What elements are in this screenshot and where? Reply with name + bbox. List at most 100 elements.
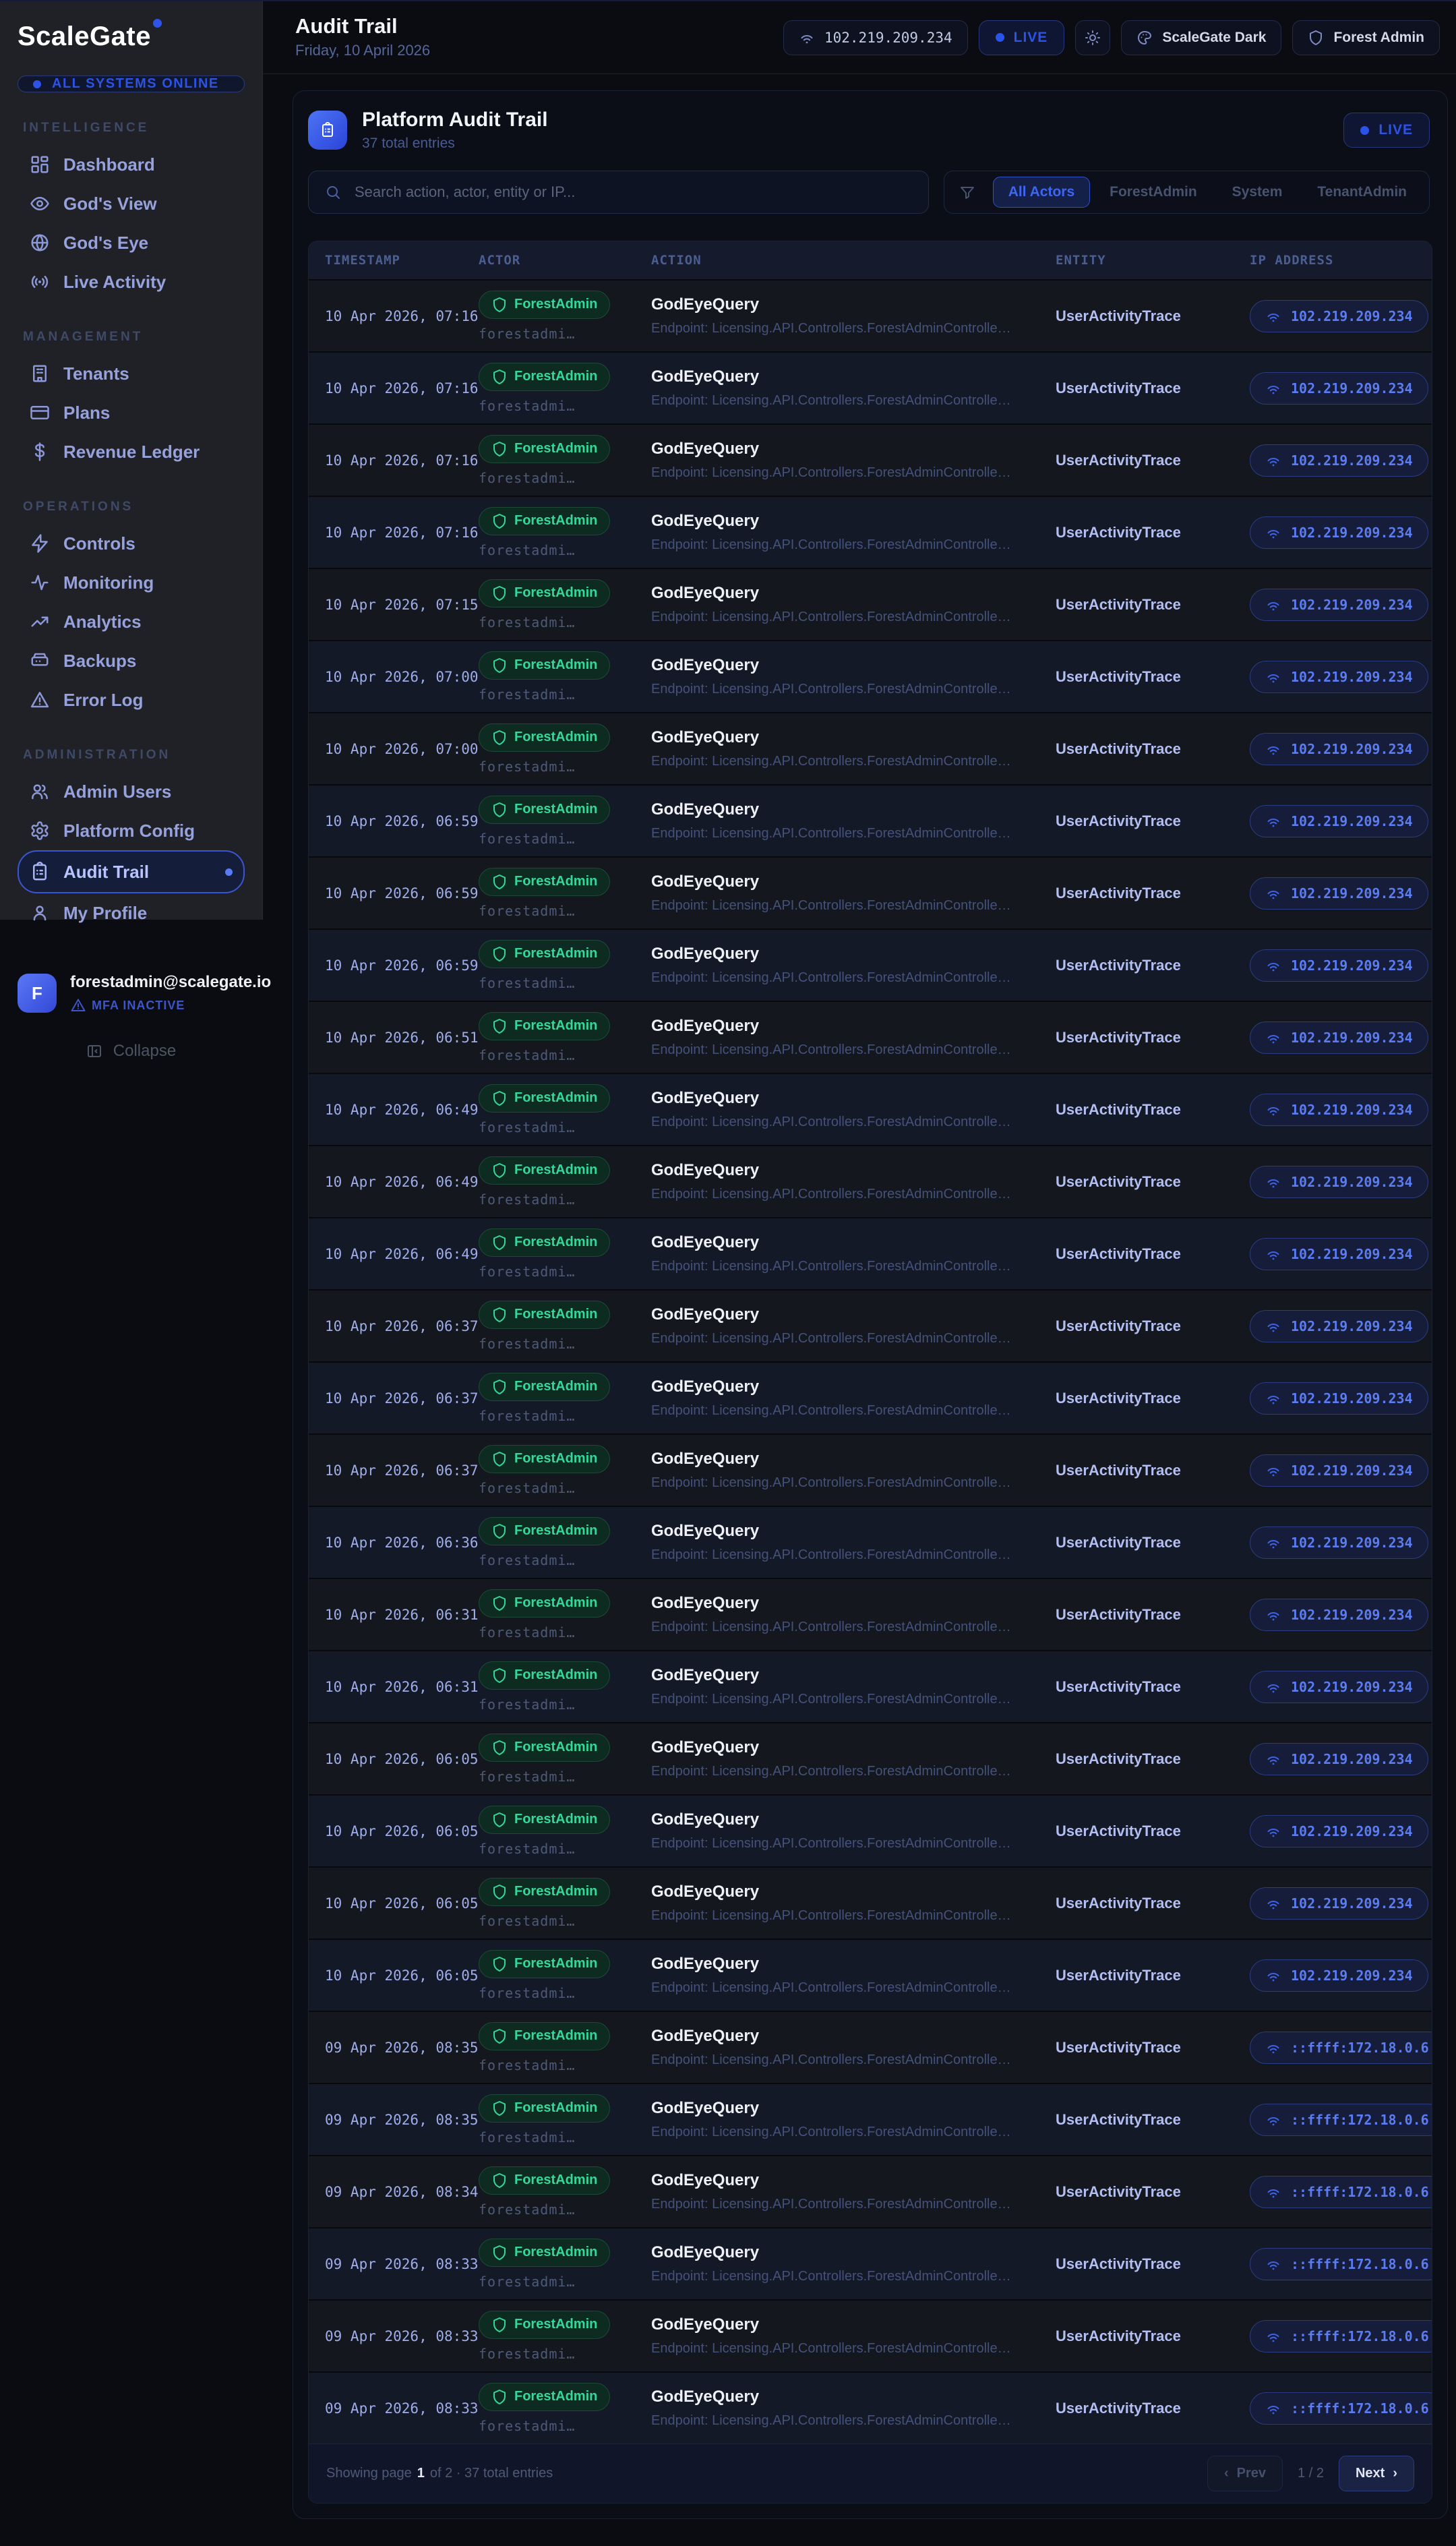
table-row[interactable]: 10 Apr 2026, 06:37 ForestAdmin forestadm… xyxy=(309,1289,1432,1361)
table-row[interactable]: 10 Apr 2026, 07:00 ForestAdmin forestadm… xyxy=(309,640,1432,712)
wifi-icon xyxy=(1265,380,1281,396)
trending-up-icon xyxy=(30,612,50,632)
table-row[interactable]: 10 Apr 2026, 06:05 ForestAdmin forestadm… xyxy=(309,1722,1432,1794)
sidebar-item-monitoring[interactable]: Monitoring xyxy=(18,563,245,602)
row-entity: UserActivityTrace xyxy=(1056,2327,1181,2344)
collapse-button[interactable]: Collapse xyxy=(86,1042,176,1061)
table-row[interactable]: 10 Apr 2026, 06:59 ForestAdmin forestadm… xyxy=(309,784,1432,856)
actor-badge: ForestAdmin xyxy=(479,2382,611,2411)
action-detail: Endpoint: Licensing.API.Controllers.Fore… xyxy=(651,1692,1011,1707)
prev-button[interactable]: ‹ Prev xyxy=(1207,2456,1283,2491)
filter-tenantadmin[interactable]: TenantAdmin xyxy=(1317,184,1407,200)
row-entity: UserActivityTrace xyxy=(1056,1894,1181,1912)
sidebar-item-audit-trail[interactable]: Audit Trail xyxy=(18,850,245,893)
theme-selector[interactable]: ScaleGate Dark xyxy=(1121,20,1282,55)
row-action: GodEyeQuery xyxy=(651,2171,760,2189)
activity-icon xyxy=(30,572,50,593)
table-row[interactable]: 10 Apr 2026, 07:16 ForestAdmin forestadm… xyxy=(309,423,1432,496)
table-row[interactable]: 10 Apr 2026, 06:36 ForestAdmin forestadm… xyxy=(309,1506,1432,1578)
row-action: GodEyeQuery xyxy=(651,512,760,530)
zap-icon xyxy=(30,533,50,554)
table-row[interactable]: 10 Apr 2026, 07:15 ForestAdmin forestadm… xyxy=(309,568,1432,640)
sidebar-item-analytics[interactable]: Analytics xyxy=(18,602,245,641)
row-timestamp: 10 Apr 2026, 06:59 xyxy=(325,812,479,829)
sidebar-item-label: Tenants xyxy=(63,363,129,384)
sidebar-item-dashboard[interactable]: Dashboard xyxy=(18,145,245,184)
filter-forestadmin[interactable]: ForestAdmin xyxy=(1110,184,1197,200)
row-timestamp: 10 Apr 2026, 07:16 xyxy=(325,452,479,469)
table-row[interactable]: 10 Apr 2026, 06:31 ForestAdmin forestadm… xyxy=(309,1578,1432,1650)
filter-system[interactable]: System xyxy=(1232,184,1283,200)
theme-toggle-button[interactable] xyxy=(1075,20,1111,55)
building-icon xyxy=(30,363,50,384)
audit-table: TIMESTAMP ACTOR ACTION ENTITY IP ADDRESS 10 … xyxy=(308,241,1432,2504)
table-row[interactable]: 10 Apr 2026, 06:37 ForestAdmin forestadm… xyxy=(309,1433,1432,1506)
next-button[interactable]: Next › xyxy=(1338,2456,1414,2491)
actor-detail: forestadmi… xyxy=(479,1407,576,1424)
sidebar-item-backups[interactable]: Backups xyxy=(18,641,245,680)
table-row[interactable]: 10 Apr 2026, 06:49 ForestAdmin forestadm… xyxy=(309,1217,1432,1289)
sidebar-item-my-profile[interactable]: My Profile xyxy=(18,893,245,932)
table-row[interactable]: 10 Apr 2026, 06:05 ForestAdmin forestadm… xyxy=(309,1794,1432,1866)
shield-icon xyxy=(491,946,508,962)
actor-badge: ForestAdmin xyxy=(479,1877,611,1906)
action-detail: Endpoint: Licensing.API.Controllers.Fore… xyxy=(651,2052,1011,2067)
row-action: GodEyeQuery xyxy=(651,1233,760,1251)
table-row[interactable]: 09 Apr 2026, 08:33 ForestAdmin forestadm… xyxy=(309,2299,1432,2371)
table-row[interactable]: 09 Apr 2026, 08:33 ForestAdmin forestadm… xyxy=(309,2227,1432,2299)
table-row[interactable]: 10 Apr 2026, 07:16 ForestAdmin forestadm… xyxy=(309,496,1432,568)
ip-badge: 102.219.209.234 xyxy=(1250,1887,1428,1920)
wifi-icon xyxy=(1265,2112,1281,2128)
nav-section-intelligence: INTELLIGENCE xyxy=(23,121,150,135)
sun-icon xyxy=(1085,30,1101,46)
table-row[interactable]: 10 Apr 2026, 06:59 ForestAdmin forestadm… xyxy=(309,856,1432,928)
filter-all-actors[interactable]: All Actors xyxy=(992,177,1091,208)
actor-badge: ForestAdmin xyxy=(479,434,611,463)
account-button[interactable]: Forest Admin xyxy=(1292,20,1440,55)
row-entity: UserActivityTrace xyxy=(1056,2038,1181,2056)
table-row[interactable]: 09 Apr 2026, 08:35 ForestAdmin forestadm… xyxy=(309,2083,1432,2155)
sidebar-item-god-s-eye[interactable]: God's Eye xyxy=(18,223,245,262)
table-row[interactable]: 10 Apr 2026, 06:59 ForestAdmin forestadm… xyxy=(309,928,1432,1001)
table-row[interactable]: 10 Apr 2026, 06:05 ForestAdmin forestadm… xyxy=(309,1866,1432,1938)
actor-detail: forestadmi… xyxy=(479,2273,576,2290)
table-row[interactable]: 10 Apr 2026, 07:16 ForestAdmin forestadm… xyxy=(309,279,1432,351)
table-row[interactable]: 10 Apr 2026, 06:31 ForestAdmin forestadm… xyxy=(309,1650,1432,1722)
sidebar-item-tenants[interactable]: Tenants xyxy=(18,354,245,393)
sidebar-item-controls[interactable]: Controls xyxy=(18,524,245,563)
sidebar-item-god-s-view[interactable]: God's View xyxy=(18,184,245,223)
row-timestamp: 10 Apr 2026, 06:37 xyxy=(325,1390,479,1407)
row-action: GodEyeQuery xyxy=(651,945,760,963)
table-row[interactable]: 09 Apr 2026, 08:34 ForestAdmin forestadm… xyxy=(309,2155,1432,2227)
row-entity: UserActivityTrace xyxy=(1056,307,1181,324)
sidebar-item-error-log[interactable]: Error Log xyxy=(18,680,245,719)
actor-detail: forestadmi… xyxy=(479,1696,576,1713)
wifi-icon xyxy=(1265,1967,1281,1984)
sidebar-item-plans[interactable]: Plans xyxy=(18,393,245,432)
table-row[interactable]: 10 Apr 2026, 06:37 ForestAdmin forestadm… xyxy=(309,1361,1432,1433)
sidebar-item-revenue-ledger[interactable]: Revenue Ledger xyxy=(18,432,245,471)
wifi-icon xyxy=(1265,1679,1281,1695)
table-row[interactable]: 10 Apr 2026, 06:51 ForestAdmin forestadm… xyxy=(309,1001,1432,1073)
wifi-icon xyxy=(1265,741,1281,757)
table-row[interactable]: 10 Apr 2026, 06:49 ForestAdmin forestadm… xyxy=(309,1073,1432,1145)
search-input[interactable] xyxy=(353,183,912,202)
table-row[interactable]: 10 Apr 2026, 06:05 ForestAdmin forestadm… xyxy=(309,1938,1432,2011)
actor-detail: forestadmi… xyxy=(479,397,576,414)
sidebar-item-admin-users[interactable]: Admin Users xyxy=(18,772,245,811)
wifi-icon xyxy=(1265,1390,1281,1407)
table-row[interactable]: 10 Apr 2026, 07:00 ForestAdmin forestadm… xyxy=(309,712,1432,784)
action-detail: Endpoint: Licensing.API.Controllers.Fore… xyxy=(651,610,1011,624)
row-entity: UserActivityTrace xyxy=(1056,812,1181,829)
pagination: ‹ Prev 1 / 2 Next › xyxy=(1207,2456,1414,2491)
sidebar-item-live-activity[interactable]: Live Activity xyxy=(18,262,245,301)
actor-badge: ForestAdmin xyxy=(479,506,611,535)
table-row[interactable]: 10 Apr 2026, 07:16 ForestAdmin forestadm… xyxy=(309,351,1432,423)
wifi-icon xyxy=(1265,1102,1281,1118)
table-row[interactable]: 09 Apr 2026, 08:33 ForestAdmin forestadm… xyxy=(309,2371,1432,2444)
table-row[interactable]: 09 Apr 2026, 08:35 ForestAdmin forestadm… xyxy=(309,2011,1432,2083)
row-timestamp: 09 Apr 2026, 08:35 xyxy=(325,2111,479,2128)
sidebar-item-platform-config[interactable]: Platform Config xyxy=(18,811,245,850)
active-dot-icon xyxy=(225,868,233,876)
table-row[interactable]: 10 Apr 2026, 06:49 ForestAdmin forestadm… xyxy=(309,1145,1432,1217)
